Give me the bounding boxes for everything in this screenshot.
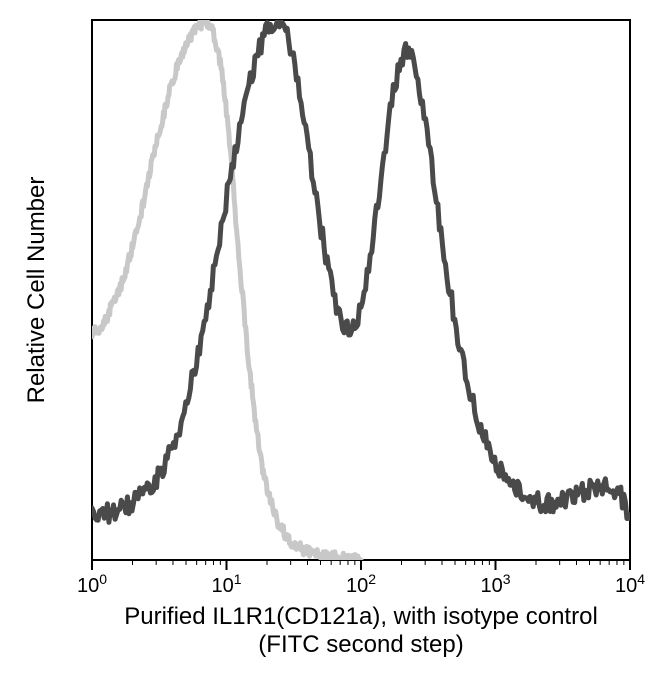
x-tick-label: 104 <box>615 571 645 597</box>
x-tick-label: 102 <box>346 571 376 597</box>
series-isotype-control <box>92 20 361 560</box>
x-tick-label: 103 <box>480 571 510 597</box>
series-il1r1-stained <box>92 20 630 522</box>
x-axis-label-line1: Purified IL1R1(CD121a), with isotype con… <box>124 603 598 630</box>
x-tick-label: 100 <box>77 571 107 597</box>
y-axis-label: Relative Cell Number <box>23 177 50 404</box>
x-axis-label-line2: (FITC second step) <box>258 631 463 658</box>
x-tick-label: 101 <box>211 571 241 597</box>
plot-frame <box>92 20 630 560</box>
flow-cytometry-histogram: 100 101 102 103 104 Purified IL1R1(CD121a), w… <box>0 0 650 680</box>
chart-container: 100 101 102 103 104 Purified IL1R1(CD121a), w… <box>0 0 650 680</box>
